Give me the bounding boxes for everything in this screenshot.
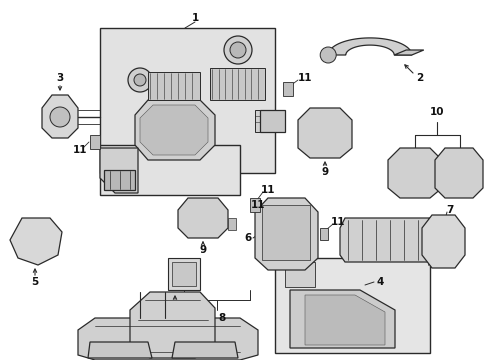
- Polygon shape: [260, 110, 285, 132]
- Bar: [100, 145, 240, 195]
- Bar: [100, 28, 274, 173]
- Polygon shape: [104, 170, 135, 190]
- Text: 4: 4: [376, 277, 383, 287]
- Text: 11: 11: [330, 217, 345, 227]
- Bar: [168, 258, 200, 290]
- Polygon shape: [140, 105, 207, 155]
- Polygon shape: [10, 218, 62, 265]
- Polygon shape: [297, 108, 351, 158]
- Bar: [249, 198, 260, 212]
- Polygon shape: [393, 50, 423, 55]
- Text: 11: 11: [73, 145, 87, 155]
- Text: 6: 6: [244, 233, 251, 243]
- Text: 3: 3: [56, 73, 63, 83]
- Bar: [319, 228, 327, 240]
- Circle shape: [128, 68, 152, 92]
- Circle shape: [229, 42, 245, 58]
- Circle shape: [224, 36, 251, 64]
- Text: 9: 9: [199, 245, 206, 255]
- Bar: [254, 110, 280, 132]
- Polygon shape: [434, 148, 482, 198]
- Polygon shape: [421, 215, 464, 268]
- Text: 11: 11: [250, 200, 264, 210]
- Text: 11: 11: [297, 73, 312, 83]
- Bar: [283, 82, 292, 96]
- Text: 5: 5: [31, 277, 39, 287]
- Text: 7: 7: [446, 205, 453, 215]
- Bar: [262, 205, 309, 260]
- Polygon shape: [305, 295, 384, 345]
- Polygon shape: [78, 318, 258, 360]
- Polygon shape: [289, 290, 394, 348]
- Polygon shape: [42, 95, 78, 138]
- Text: 9: 9: [321, 167, 328, 177]
- Polygon shape: [254, 198, 317, 270]
- Bar: [227, 218, 236, 230]
- Bar: [209, 68, 264, 100]
- Bar: [274, 258, 429, 353]
- Polygon shape: [327, 38, 411, 55]
- Polygon shape: [130, 292, 215, 358]
- Polygon shape: [88, 342, 152, 358]
- Bar: [148, 72, 200, 100]
- Polygon shape: [387, 148, 441, 198]
- Text: 10: 10: [429, 107, 443, 117]
- Bar: [172, 262, 196, 286]
- Bar: [285, 262, 314, 287]
- Polygon shape: [172, 342, 238, 358]
- Text: 8: 8: [218, 313, 225, 323]
- Polygon shape: [135, 100, 215, 160]
- Bar: [90, 135, 100, 149]
- Polygon shape: [100, 148, 138, 193]
- Polygon shape: [178, 198, 227, 238]
- Circle shape: [134, 74, 146, 86]
- Circle shape: [50, 107, 70, 127]
- Text: 2: 2: [415, 73, 423, 83]
- Polygon shape: [339, 218, 434, 262]
- Circle shape: [320, 47, 336, 63]
- Text: 1: 1: [191, 13, 198, 23]
- Text: 11: 11: [260, 185, 275, 195]
